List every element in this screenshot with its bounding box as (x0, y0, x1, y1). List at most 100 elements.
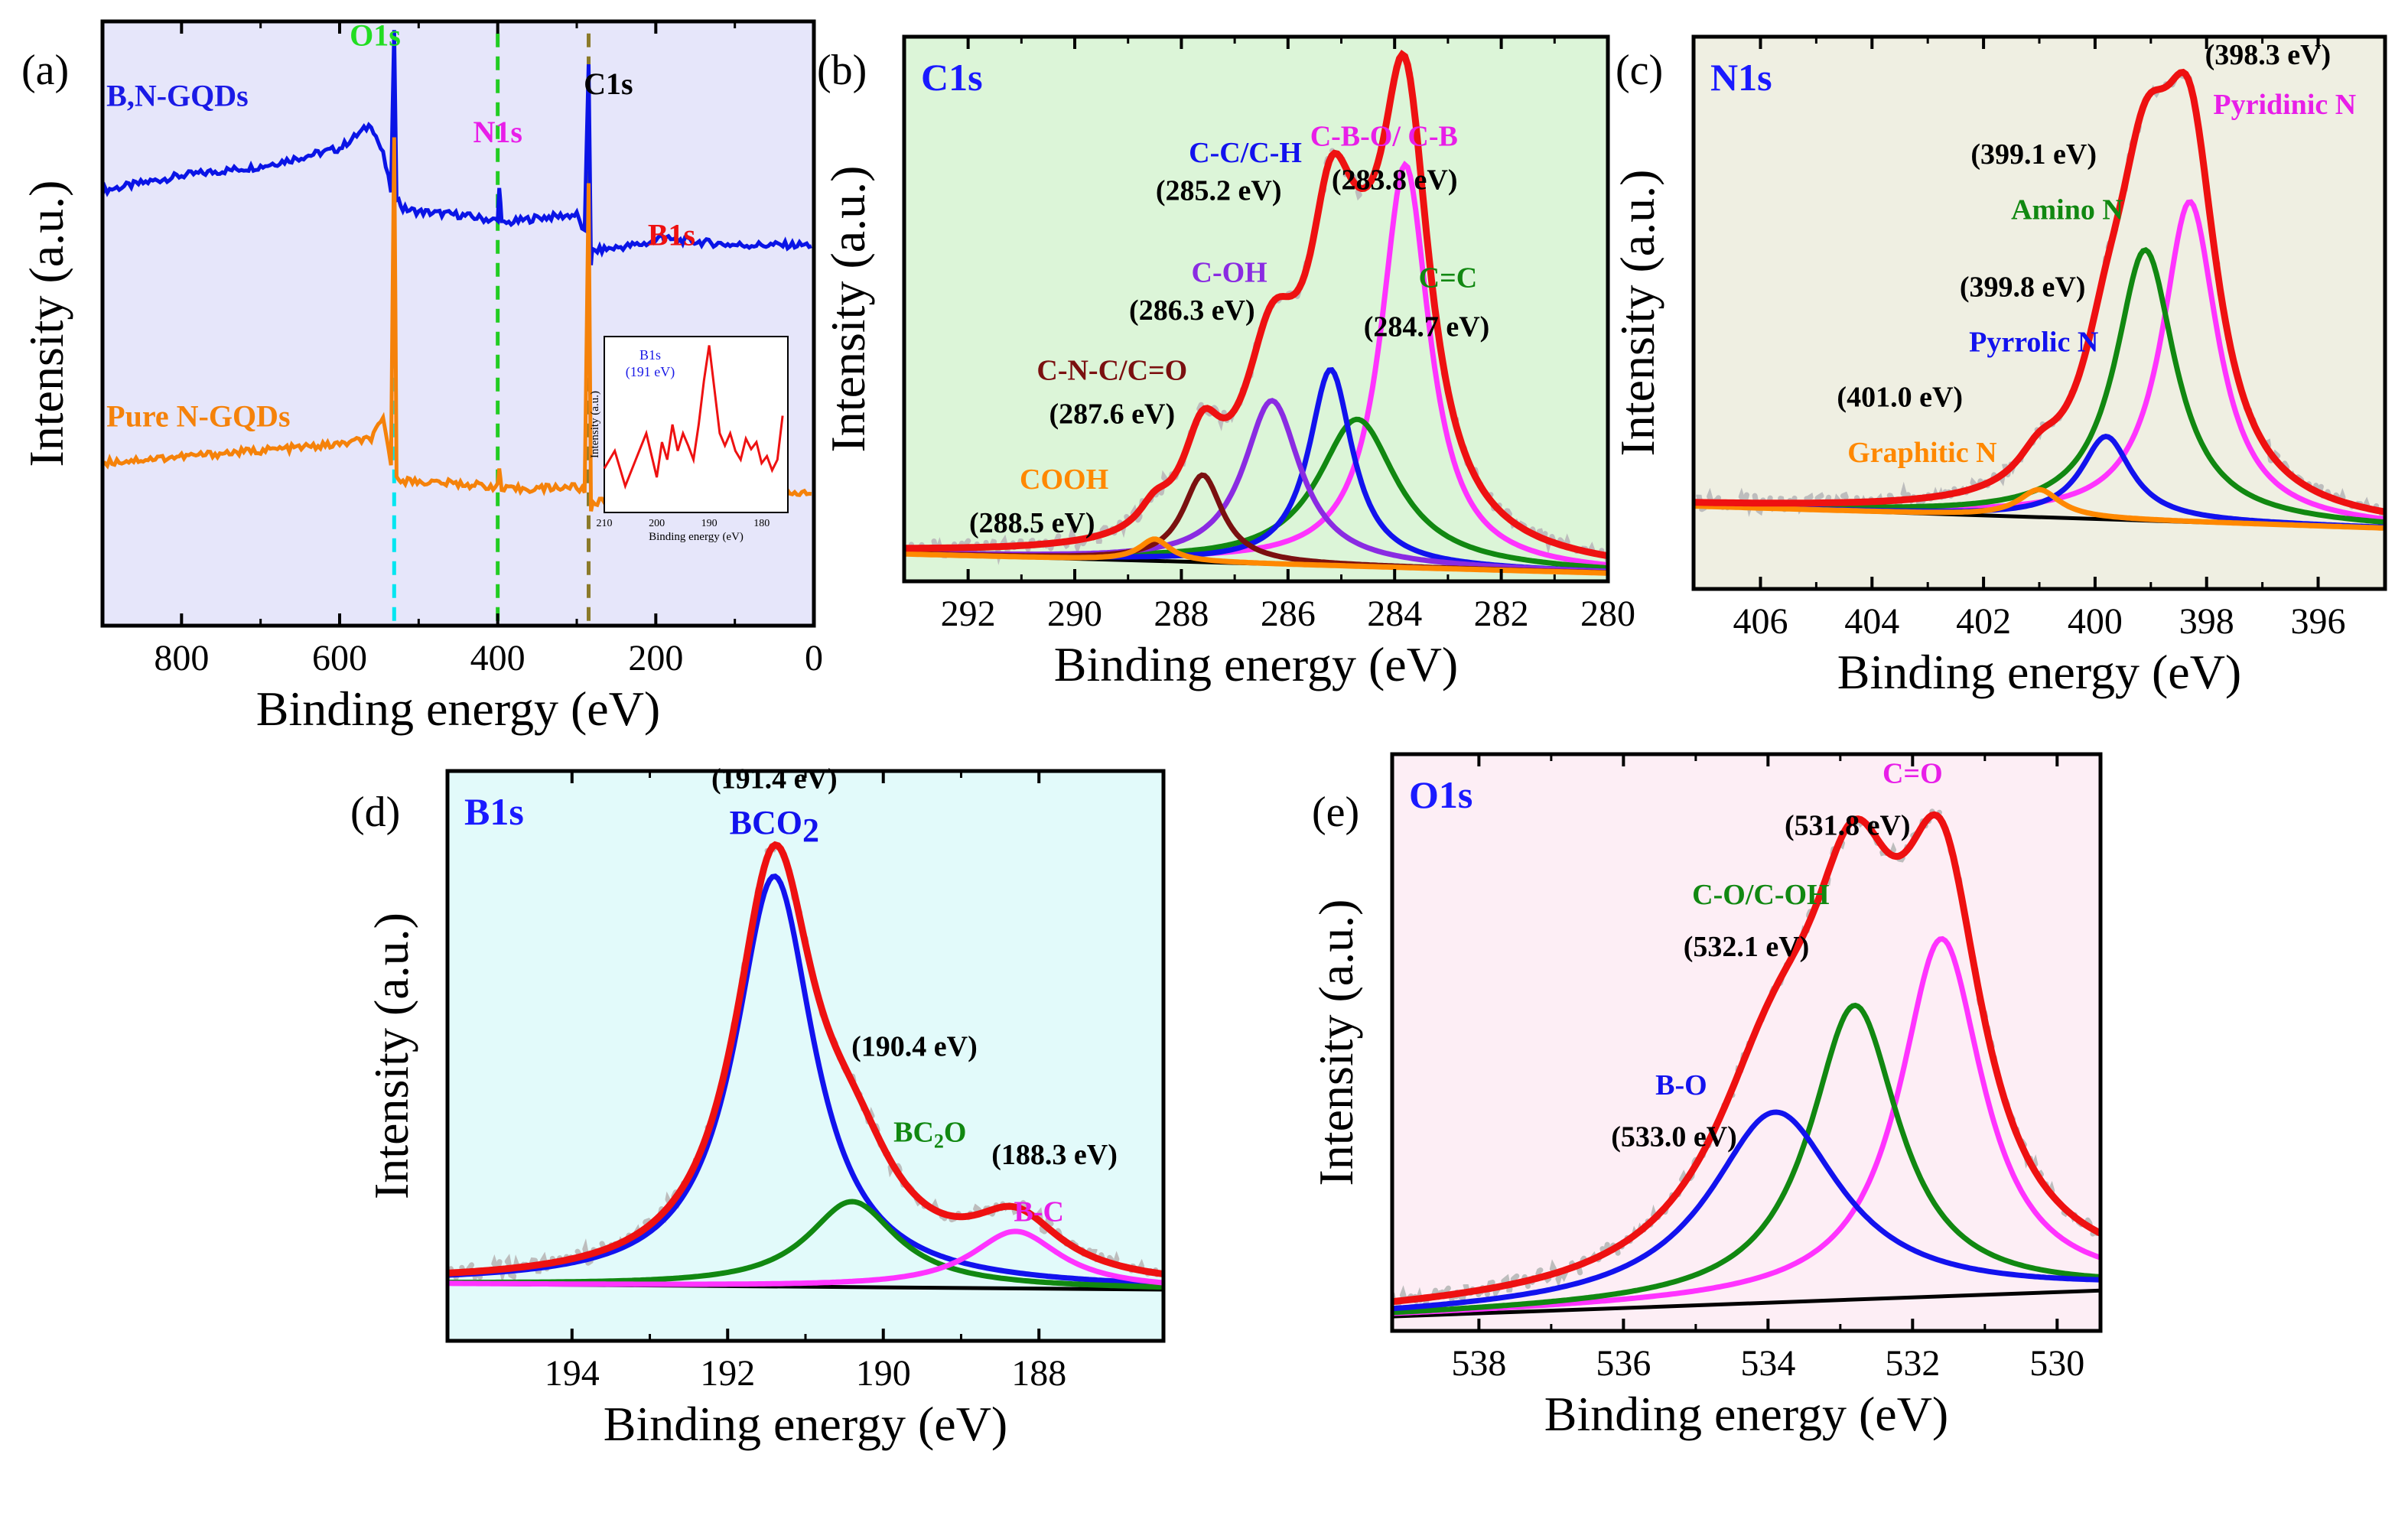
annotation-label: N1s (473, 115, 522, 149)
x-tick-label: 286 (1261, 594, 1316, 634)
panel-a: (a) 800 600 400 200 0 Binding energy (eV) Inten… (19, 18, 823, 736)
x-tick-label: 290 (1047, 594, 1102, 634)
inset-tick-label: 190 (701, 518, 718, 529)
x-tick-label: 200 (628, 638, 683, 678)
annotation-label: (398.3 eV) (2205, 39, 2332, 71)
annotation-label: (283.8 eV) (1332, 164, 1458, 196)
annotation-label: (285.2 eV) (1156, 175, 1282, 207)
plot-area (1694, 66, 2385, 531)
x-tick-label: 192 (700, 1353, 755, 1394)
inset-tick-label: 200 (649, 518, 665, 529)
x-tick-label: 292 (941, 594, 996, 634)
plot-background (103, 21, 814, 626)
peak-c-o-c-oh (1392, 1002, 2100, 1316)
x-tick-label: 534 (1740, 1343, 1795, 1384)
annotation-label: BCO2 (730, 804, 819, 849)
peak-bco2 (447, 873, 1163, 1287)
annotation-label: C=C (1419, 262, 1478, 294)
annotation-label: (399.8 eV) (1960, 271, 2086, 303)
x-tick-label: 284 (1367, 594, 1422, 634)
x-tick-label: 288 (1154, 594, 1209, 634)
plot-frame (902, 34, 1610, 584)
panel-label: (a) (21, 47, 69, 94)
peak-graphitic-n (1694, 486, 2385, 531)
plot-area (447, 831, 1163, 1292)
annotation-label: Amino N (2011, 194, 2123, 226)
y-axis-label: Intensity (a.u.) (19, 181, 73, 467)
envelope-fit (904, 49, 1608, 560)
x-tick-label: 400 (470, 638, 526, 678)
plot-frame (445, 769, 1166, 1343)
plot-background (1392, 754, 2100, 1331)
annotation-label: B,N-GQDs (106, 79, 249, 113)
x-tick-label: 600 (312, 638, 367, 678)
peak-cooh (904, 536, 1608, 576)
series-b-n-gqds (103, 30, 812, 265)
annotation-label: Pure N-GQDs (106, 399, 290, 433)
panel-label: (d) (350, 789, 400, 836)
x-tick-label: 188 (1011, 1353, 1066, 1394)
annotation-label: (532.1 eV) (1684, 931, 1810, 963)
panel-title: O1s (1409, 773, 1472, 816)
annotation-label: (190.4 eV) (851, 1031, 978, 1063)
annotation-label: C-N-C/C=O (1036, 355, 1187, 387)
annotation-label: Pyrrolic N (1969, 327, 2098, 359)
plot-frame (1390, 752, 2103, 1333)
x-tick-label: 404 (1844, 601, 1899, 642)
panel-label: (e) (1312, 789, 1359, 836)
x-tick-label: 400 (2068, 601, 2123, 642)
inset-tick-label: 180 (753, 518, 770, 529)
inset-chart: B1s(191 eV) 210 200 190 180 Binding energy (e… (589, 336, 789, 543)
panel-title: C1s (921, 56, 983, 99)
panel-title: B1s (464, 790, 524, 833)
annotation-label: C-B-O/ C-B (1310, 120, 1458, 152)
inset-tick-label: 210 (597, 518, 613, 529)
inset-y-label: Intensity (a.u.) (589, 391, 601, 458)
inset-frame (604, 336, 789, 513)
panel-label: (b) (817, 47, 867, 94)
x-tick-label: 190 (856, 1353, 911, 1394)
x-tick-label: 282 (1474, 594, 1529, 634)
y-axis-label: Intensity (a.u.) (821, 166, 875, 453)
panel-c: (c) N1s 406 404 402 400 398 396 Binding energy (… (1610, 34, 2387, 699)
baseline-line (1392, 1288, 2100, 1319)
x-tick-label: 0 (805, 638, 823, 678)
plot-frame (1691, 34, 2387, 591)
plot-background (447, 771, 1163, 1341)
x-tick-label: 396 (2291, 601, 2346, 642)
annotation-label: O1s (350, 18, 401, 53)
annotation-label: COOH (1020, 464, 1108, 496)
annotation-label: (191.4 eV) (711, 763, 838, 795)
annotation-label: (533.0 eV) (1611, 1121, 1737, 1153)
annotation-label: B1s (648, 217, 695, 252)
x-tick-label: 280 (1580, 594, 1635, 634)
y-axis-label: Intensity (a.u.) (364, 913, 418, 1199)
envelope-fit (1392, 811, 2100, 1306)
plot-area (1392, 802, 2100, 1319)
x-tick-label: 530 (2029, 1343, 2084, 1384)
inset-subtitle: (191 eV) (626, 364, 675, 380)
x-tick-label: 532 (1885, 1343, 1940, 1384)
inset-series (603, 345, 784, 490)
annotation-label: B-C (1014, 1196, 1063, 1228)
inset-x-label: Binding energy (eV) (649, 531, 744, 543)
x-tick-label: 538 (1451, 1343, 1506, 1384)
x-axis-label: Binding energy (eV) (604, 1397, 1007, 1451)
y-axis-label: Intensity (a.u.) (1309, 900, 1363, 1186)
annotation-label: Pyridinic N (2213, 89, 2356, 121)
panel-title: N1s (1710, 56, 1772, 99)
panel-e: (e) O1s 538 536 534 532 530 Binding energy (eV)… (1309, 752, 2103, 1441)
plot-background (904, 37, 1608, 581)
x-tick-label: 536 (1596, 1343, 1651, 1384)
x-axis-label: Binding energy (eV) (1544, 1387, 1948, 1441)
x-tick-label: 402 (1956, 601, 2011, 642)
x-axis-label: Binding energy (eV) (256, 682, 660, 736)
annotation-label: (531.8 eV) (1785, 810, 1911, 842)
annotation-label: (287.6 eV) (1049, 399, 1176, 431)
x-tick-label: 800 (154, 638, 209, 678)
annotation-label: B-O (1655, 1069, 1707, 1101)
x-tick-label: 406 (1733, 601, 1788, 642)
annotation-label: BC2O (893, 1116, 966, 1152)
